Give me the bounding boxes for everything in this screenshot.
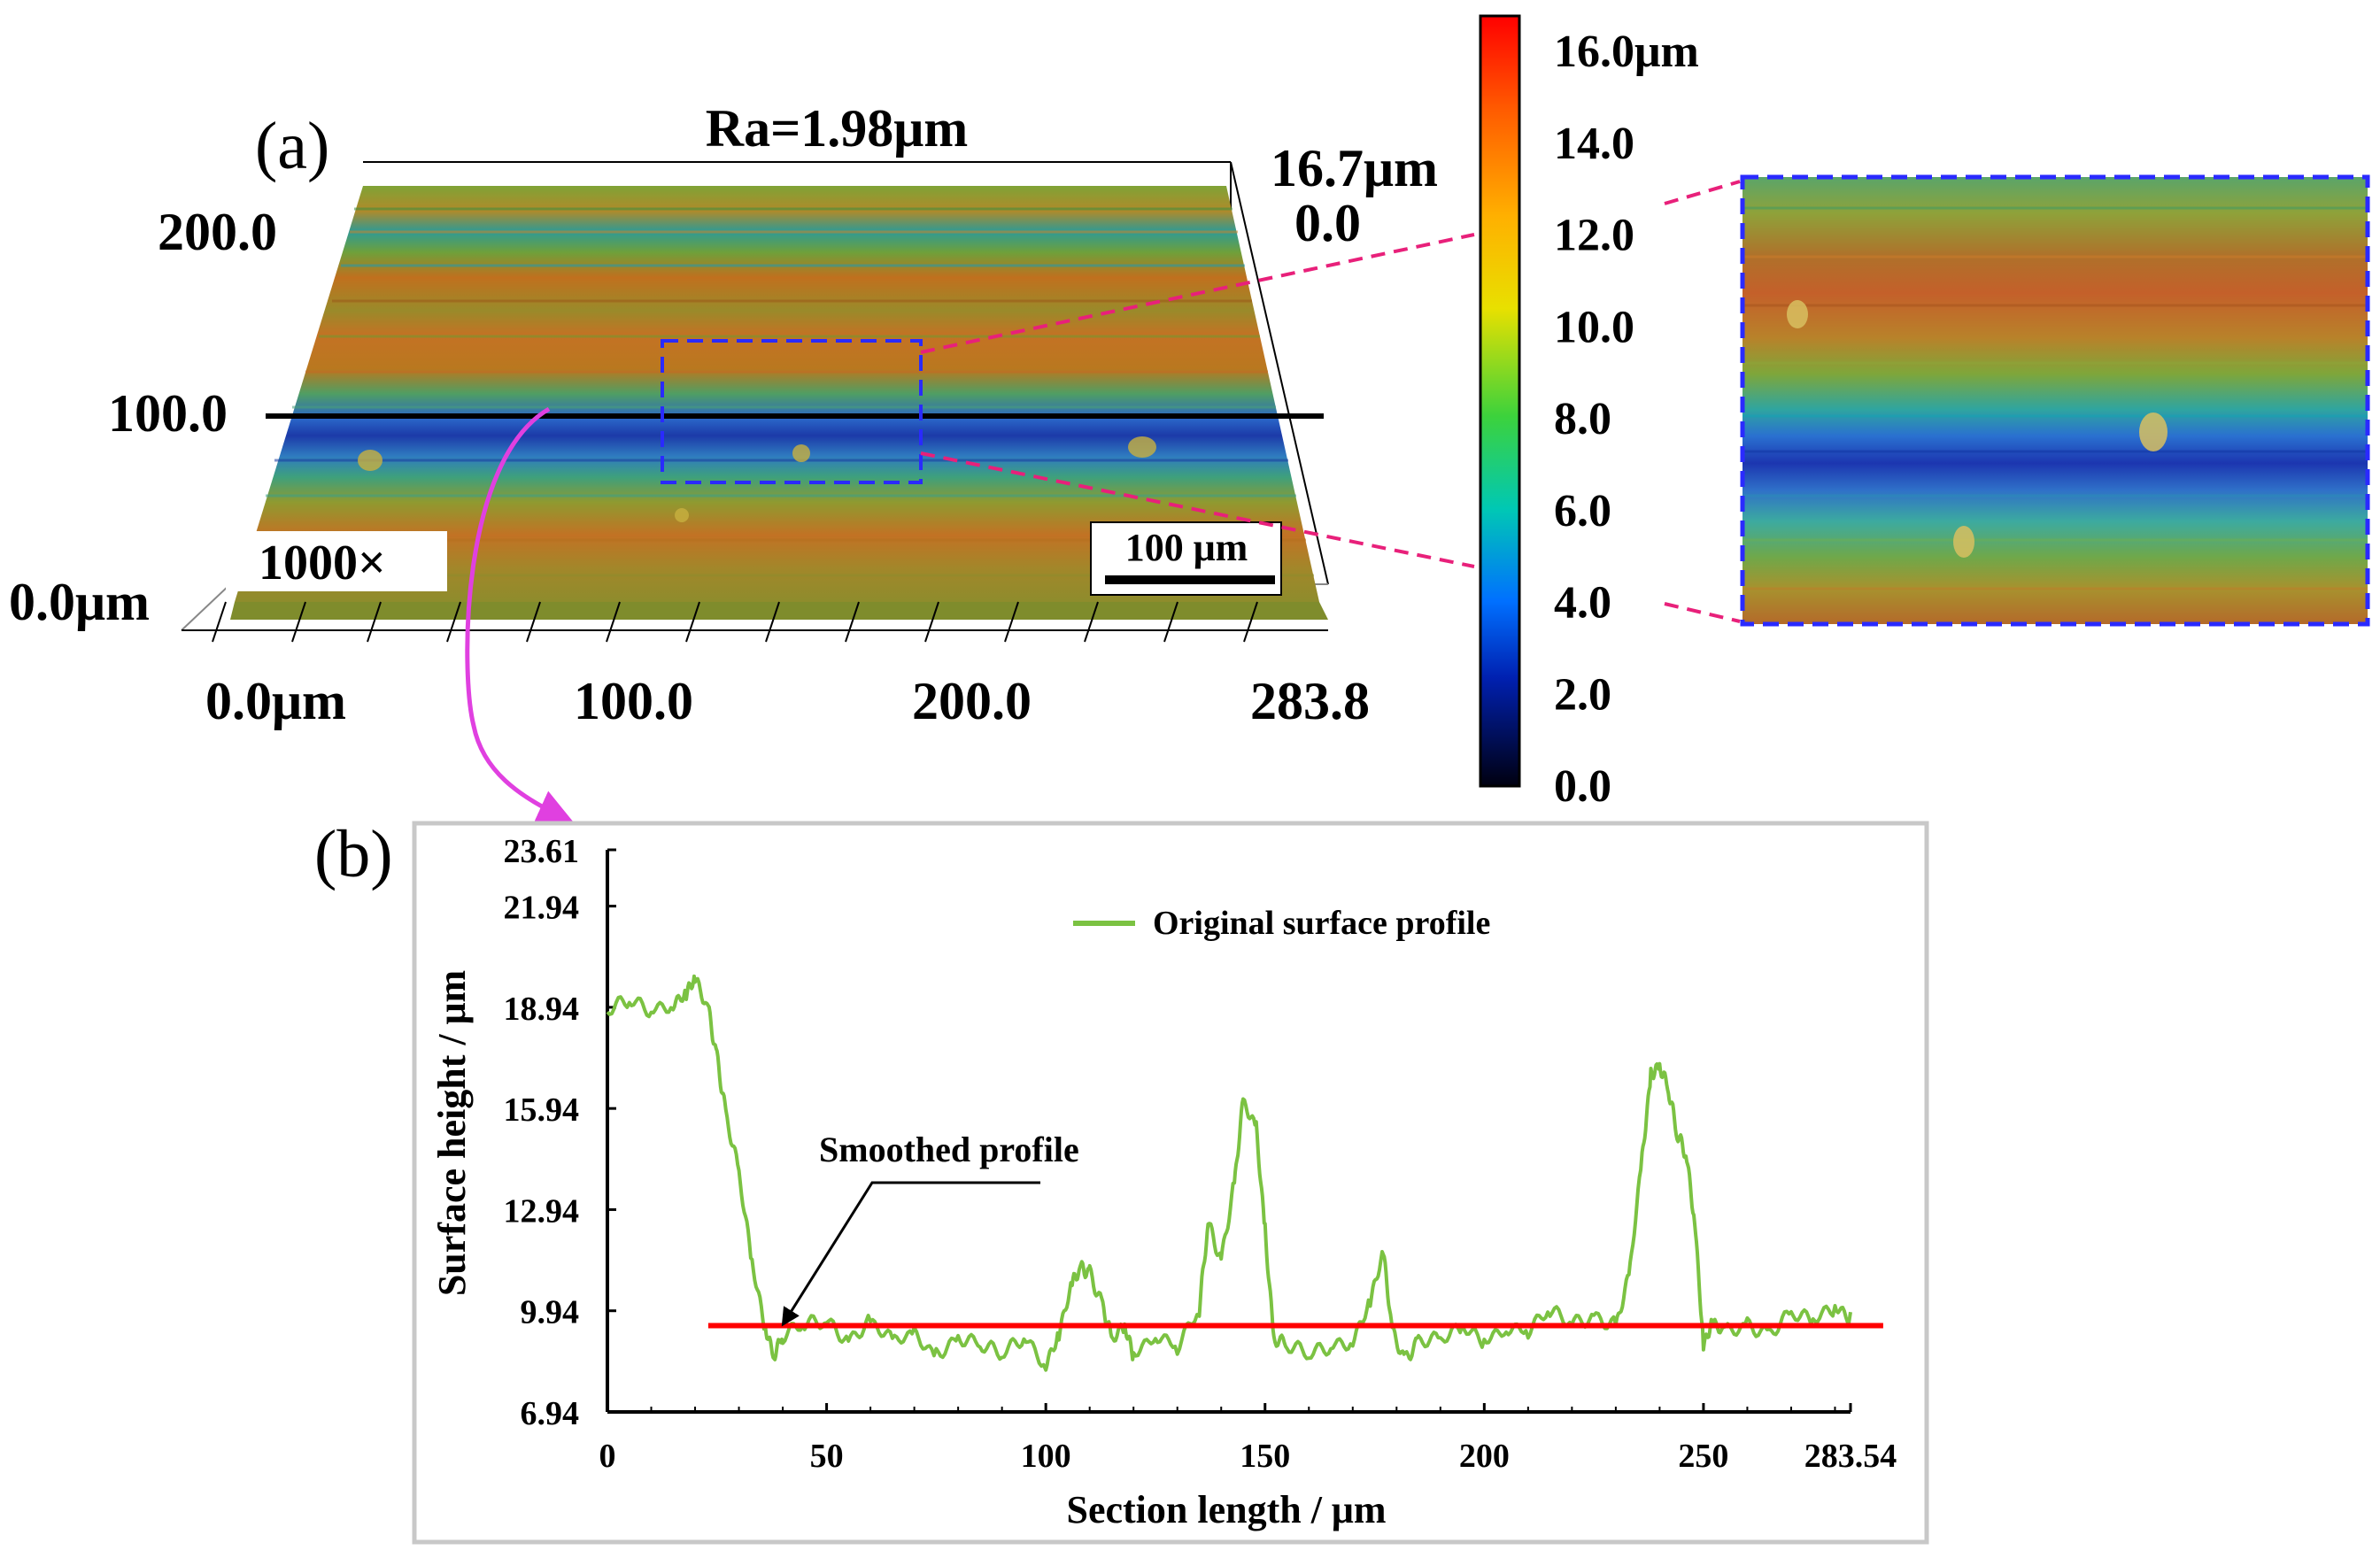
x-tick-label: 250: [1678, 1438, 1728, 1475]
profile-minor-ticks: [650, 1407, 1836, 1412]
x-tick-label: 283.54: [1804, 1438, 1897, 1475]
y-tick-label: 6.94: [521, 1395, 580, 1432]
magnification-label: 1000×: [259, 536, 386, 590]
zoom-selection-box: [661, 339, 923, 484]
zoom-inset-bumps: [1787, 300, 2168, 558]
panel-b-frame: [412, 821, 1929, 1545]
x-tick-283: 283.8: [1250, 672, 1370, 730]
z-top-label: 16.7μm: [1271, 139, 1438, 197]
panel-b-label: (b): [314, 817, 393, 891]
colorbar-tick-label: 12.0: [1554, 211, 1634, 261]
x-axis-label: Section length / μm: [1066, 1488, 1386, 1531]
y-tick-label: 9.94: [521, 1294, 580, 1331]
y-axis-label: Surface height / μm: [430, 970, 474, 1296]
profile-y-ticks: 23.61 21.94 18.94 15.94 12.94 9.94 6.94: [504, 833, 616, 1432]
y-tick-label: 15.94: [504, 1091, 580, 1129]
scale-bar-label: 100 μm: [1125, 526, 1248, 569]
x-tick-100: 100.0: [574, 672, 693, 730]
colorbar-gradient: [1479, 14, 1521, 788]
ra-label: Ra=1.98μm: [706, 99, 969, 158]
surface-bumps: [358, 436, 1156, 522]
zoom-inset-streaks: [1742, 206, 2368, 590]
y-tick-label: 12.94: [504, 1192, 580, 1230]
smoothed-annotation: Smoothed profile: [819, 1130, 1079, 1169]
colorbar-tick-label: 8.0: [1554, 394, 1611, 444]
colorbar-tick-label: 0.0: [1554, 761, 1611, 812]
x-tick-label: 0: [599, 1438, 616, 1475]
colorbar-tick-label: 14.0: [1554, 119, 1634, 169]
zoom-connectors: [920, 180, 1741, 623]
base-x-axis: [182, 601, 1328, 643]
zoom-inset-border: [1740, 174, 2370, 627]
colorbar: 16.0μm 14.0 12.0 10.0 8.0 6.0 4.0 2.0 0.0: [1479, 14, 1699, 812]
y-tick-label: 23.61: [504, 833, 580, 870]
colorbar-tick-label: 10.0: [1554, 302, 1634, 352]
panel-a-label: (a): [255, 109, 329, 183]
y-tick-200: 200.0: [158, 203, 277, 261]
colorbar-tick-label: 6.0: [1554, 486, 1611, 536]
panel-b: (b) Original surface profile 23.61 21.94 1…: [314, 817, 1929, 1545]
zoom-inset: [1740, 174, 2370, 627]
y-tick-100: 100.0: [108, 384, 228, 443]
x-tick-label: 50: [810, 1438, 844, 1475]
colorbar-ticks: 16.0μm 14.0 12.0 10.0 8.0 6.0 4.0 2.0 0.0: [1554, 27, 1699, 812]
magnification-box: [226, 531, 447, 591]
surface-3d-top: [235, 186, 1319, 602]
legend-label-original: Original surface profile: [1153, 905, 1490, 942]
zoom-inset-image: [1742, 177, 2368, 624]
z-zero-label: 0.0: [1294, 194, 1361, 252]
x-tick-0: 0.0μm: [205, 672, 346, 730]
z-min-label: 0.0μm: [9, 573, 150, 631]
x-tick-label: 200: [1459, 1438, 1510, 1475]
smoothed-annotation-arrow: [781, 1181, 1040, 1327]
series-original-profile: [606, 974, 1852, 1372]
panel-a: (a): [9, 97, 1438, 730]
x-tick-label: 150: [1240, 1438, 1290, 1475]
y-tick-label: 21.94: [504, 890, 580, 927]
ra-label-box: [651, 97, 1023, 161]
profile-series: [606, 974, 1883, 1372]
y-tick-label: 18.94: [504, 991, 580, 1028]
surface-3d-front: [230, 602, 1328, 620]
colorbar-tick-label: 4.0: [1554, 578, 1611, 629]
x-tick-label: 100: [1021, 1438, 1071, 1475]
section-to-profile-arrow: [465, 406, 574, 823]
colorbar-tick-label: 2.0: [1554, 669, 1611, 720]
colorbar-tick-label: 16.0μm: [1554, 27, 1699, 77]
x-tick-200: 200.0: [912, 672, 1032, 730]
